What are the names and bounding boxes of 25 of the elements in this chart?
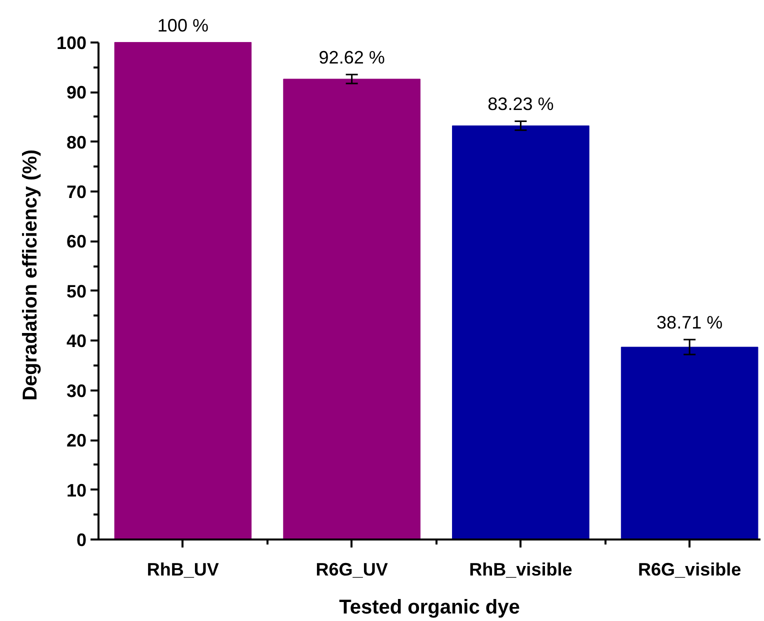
y-tick-label: 20: [66, 430, 87, 451]
y-axis-title: Degradation efficiency (%): [19, 149, 42, 401]
y-tick-label: 30: [66, 380, 87, 401]
data-label: 83.23 %: [488, 94, 554, 114]
x-axis-title: Tested organic dye: [339, 596, 520, 618]
data-label: 100 %: [157, 15, 208, 36]
y-tick-label: 50: [66, 281, 87, 302]
bar: [620, 346, 758, 540]
y-tick-label: 0: [76, 530, 87, 550]
y-tick-label: 80: [66, 132, 87, 152]
y-tick-label: 90: [66, 82, 87, 103]
y-tick-label: 100: [56, 32, 87, 53]
x-tick-label: RhB_visible: [469, 560, 572, 580]
bar: [283, 78, 420, 540]
bar: [114, 42, 252, 540]
y-tick-label: 10: [66, 480, 87, 500]
data-label: 92.62 %: [318, 48, 385, 68]
x-tick-label: R6G_visible: [638, 560, 742, 580]
y-tick-label: 40: [66, 331, 87, 352]
y-tick-label: 70: [66, 182, 87, 202]
data-label: 38.71 %: [656, 312, 723, 333]
x-tick-label: RhB_UV: [146, 560, 219, 580]
bar: [452, 125, 590, 540]
x-tick-label: R6G_UV: [316, 560, 388, 580]
y-tick-label: 60: [66, 232, 87, 252]
